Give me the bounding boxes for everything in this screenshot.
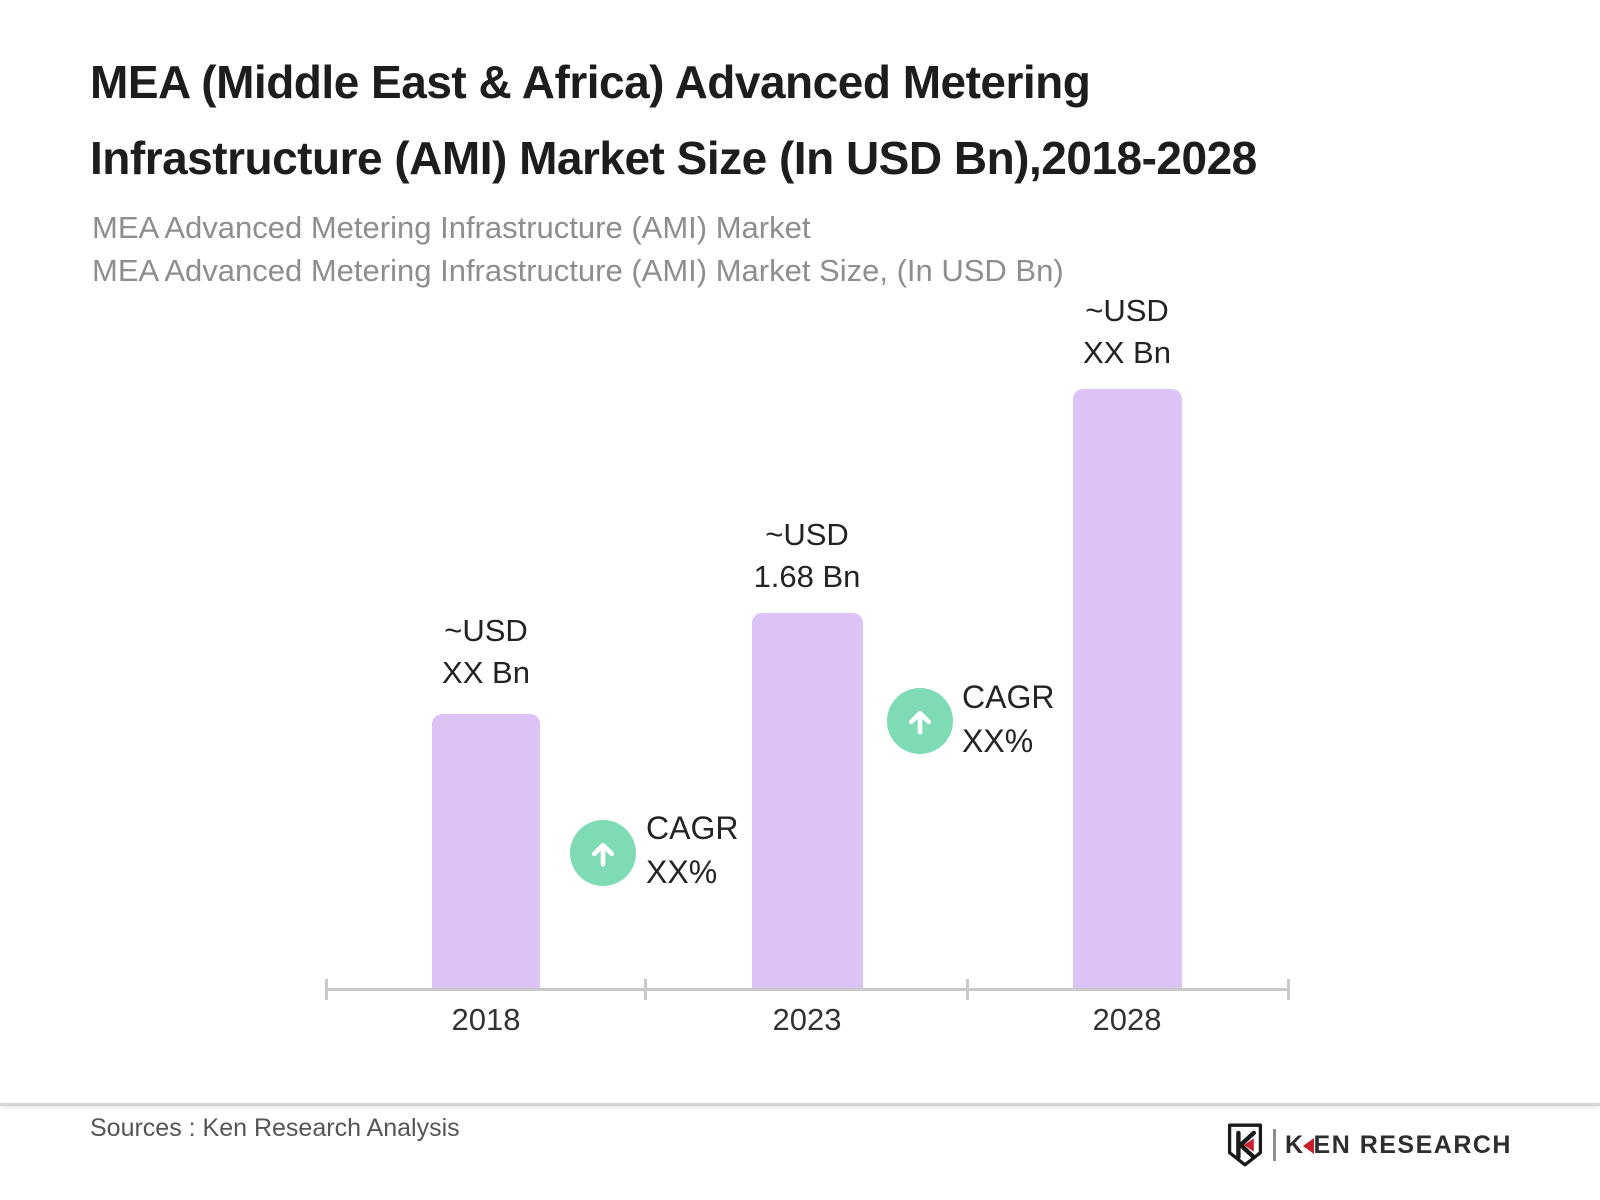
wordmark-red-triangle-icon	[1302, 1138, 1314, 1154]
cagr-label: CAGR	[646, 810, 739, 846]
bar-value-label-2023-line2: 1.68 Bn	[753, 559, 861, 594]
up-arrow-icon	[908, 710, 932, 735]
bar-value-label-2023-line1: ~USD	[765, 517, 849, 552]
bar-value-label-2018-line1: ~USD	[444, 613, 528, 648]
x-axis-label-2018: 2018	[451, 1002, 521, 1037]
up-arrow-circle-icon	[570, 820, 636, 886]
page-title: MEA (Middle East & Africa) Advanced Mete…	[90, 44, 1510, 196]
wordmark-rest: EN RESEARCH	[1313, 1130, 1512, 1159]
subtitle-line-2: MEA Advanced Metering Infrastructure (AM…	[92, 253, 1064, 288]
x-axis-tick	[325, 979, 328, 1000]
bar-value-label-2028-line1: ~USD	[1085, 293, 1169, 328]
x-axis-tick	[966, 979, 969, 1000]
cagr-annotation-2: CAGR XX%	[962, 675, 1054, 763]
x-axis-label-2028: 2028	[1092, 1002, 1162, 1037]
bar-value-label-2018-line2: XX Bn	[442, 655, 530, 690]
bar-value-label-2018: ~USD XX Bn	[376, 610, 596, 694]
page-title-line-1: MEA (Middle East & Africa) Advanced Mete…	[90, 56, 1091, 108]
x-axis-line	[325, 988, 1290, 991]
bar-value-label-2028-line2: XX Bn	[1083, 335, 1171, 370]
up-arrow-icon	[591, 842, 615, 867]
footer-divider	[0, 1103, 1600, 1106]
ken-research-logo-icon	[1227, 1123, 1263, 1167]
cagr-value: XX%	[646, 854, 718, 890]
bar-value-label-2023: ~USD 1.68 Bn	[697, 514, 917, 598]
x-axis-tick	[644, 979, 647, 1000]
cagr-annotation-1: CAGR XX%	[646, 806, 738, 894]
up-arrow-circle-icon	[887, 688, 953, 754]
bar-2018	[432, 714, 540, 990]
logo-separator	[1272, 1129, 1276, 1161]
ken-research-wordmark: K EN RESEARCH	[1285, 1131, 1512, 1160]
subtitle-line-1: MEA Advanced Metering Infrastructure (AM…	[92, 210, 811, 245]
sources-text: Sources : Ken Research Analysis	[90, 1114, 460, 1142]
bar-value-label-2028: ~USD XX Bn	[1017, 290, 1237, 374]
cagr-value: XX%	[962, 723, 1034, 759]
cagr-label: CAGR	[962, 679, 1055, 715]
ken-research-logo: K EN RESEARCH	[1226, 1122, 1512, 1168]
x-axis-label-2023: 2023	[772, 1002, 842, 1037]
bar-2023	[752, 613, 863, 990]
wordmark-k: K	[1284, 1130, 1305, 1159]
page-title-line-2: Infrastructure (AMI) Market Size (In USD…	[90, 132, 1257, 184]
bar-2028	[1073, 389, 1182, 990]
x-axis-tick	[1287, 979, 1290, 1000]
